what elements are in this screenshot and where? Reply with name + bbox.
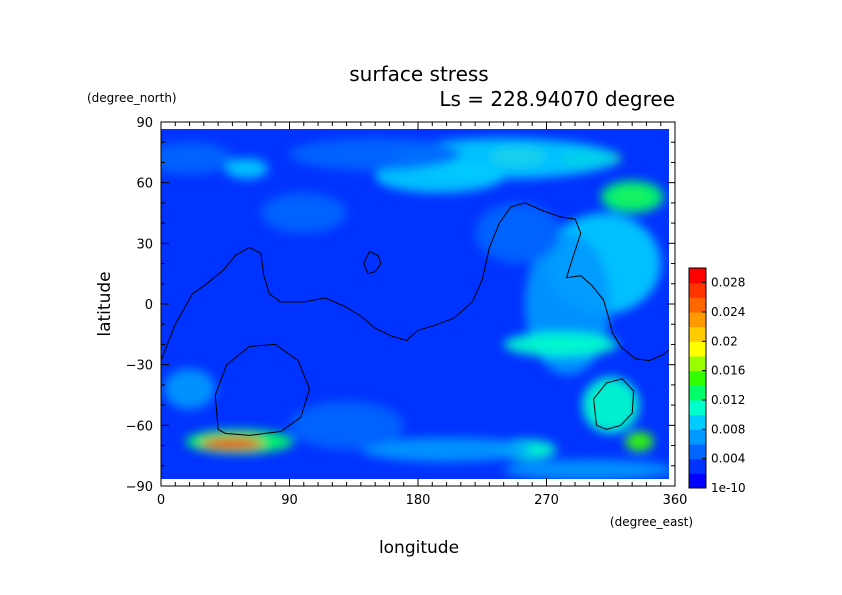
colorbar-swatch <box>689 297 706 313</box>
y-tick-label: −60 <box>126 419 153 434</box>
colorbar-swatch <box>689 444 706 460</box>
chart-title: surface stress <box>349 62 488 86</box>
y-tick-label: −30 <box>126 359 153 374</box>
y-tick-label: 30 <box>136 237 153 252</box>
heatmap-patch-7 <box>161 142 233 175</box>
colorbar-swatch <box>689 312 706 328</box>
heatmap-patch-16 <box>163 368 216 410</box>
heatmap-patch-22 <box>475 202 561 264</box>
colorbar-swatch <box>689 414 706 430</box>
chart-subtitle: Ls = 228.94070 degree <box>439 87 675 111</box>
colorbar-swatch <box>689 473 706 489</box>
heatmap-patch-13 <box>625 431 654 452</box>
heatmap-field <box>161 129 669 479</box>
heatmap-patch-1 <box>600 180 664 213</box>
colorbar-tick-label: 0.004 <box>711 452 745 466</box>
contour-loop-south-west <box>214 343 311 436</box>
y-tick-label: 90 <box>136 116 153 131</box>
colorbar-swatch <box>689 341 706 357</box>
heatmap-patch-21 <box>260 192 347 234</box>
contour-north-boundary <box>161 202 669 362</box>
heatmap-patch-19 <box>503 459 669 479</box>
x-tick-label: 360 <box>663 493 688 508</box>
colorbar-tick-label: 0.016 <box>711 364 745 378</box>
colorbar-swatch <box>689 385 706 401</box>
colorbar-tick-label: 0.02 <box>711 334 738 348</box>
x-unit-label: (degree_east) <box>610 515 693 529</box>
x-axis-label: longitude <box>379 538 459 558</box>
heatmap-patch-12 <box>582 376 640 434</box>
colorbar-tick-label: 1e-10 <box>711 481 746 495</box>
heatmap-patch-11 <box>503 332 618 357</box>
y-unit-label: (degree_north) <box>87 91 177 105</box>
y-tick-label: −90 <box>126 480 153 495</box>
y-tick-label: 60 <box>136 177 153 192</box>
y-axis-label: latitude <box>95 271 115 336</box>
colorbar-swatch <box>689 429 706 445</box>
heatmap-patch-6 <box>289 138 461 171</box>
heatmap-patch-20 <box>289 401 404 450</box>
x-tick-label: 270 <box>534 493 559 508</box>
colorbar-swatch <box>689 282 706 298</box>
colorbar-tick-label: 0.008 <box>711 422 745 436</box>
contour-small-loop-north <box>363 250 382 275</box>
colorbar-swatch <box>689 400 706 416</box>
contour-loop-south-east <box>593 378 635 430</box>
colorbar-frame <box>688 267 707 489</box>
x-tick-label: 180 <box>406 493 431 508</box>
colorbar-swatch <box>689 356 706 372</box>
heatmap-patch-8 <box>225 158 269 179</box>
colorbar: 1e-10 0.004 0.008 0.012 0.016 0.02 0.024 0.028 <box>688 267 746 495</box>
colorbar-tick-label: 0.028 <box>711 276 745 290</box>
axes: 0 90 180 270 360 −90 −60 −30 0 30 60 90 <box>126 116 688 508</box>
x-tick-label: 0 <box>157 493 165 508</box>
contour-lines <box>161 202 669 436</box>
colorbar-tick-label: 0.024 <box>711 305 745 319</box>
heatmap-patch-18 <box>360 437 533 462</box>
colorbar-swatch <box>689 268 706 284</box>
colorbar-tick-label: 0.012 <box>711 393 745 407</box>
colorbar-swatch <box>689 326 706 342</box>
colorbar-swatch <box>689 370 706 386</box>
y-tick-label: 0 <box>145 298 153 313</box>
x-tick-label: 90 <box>281 493 298 508</box>
colorbar-swatch <box>689 458 706 474</box>
heatmap-patch-15 <box>200 437 264 450</box>
